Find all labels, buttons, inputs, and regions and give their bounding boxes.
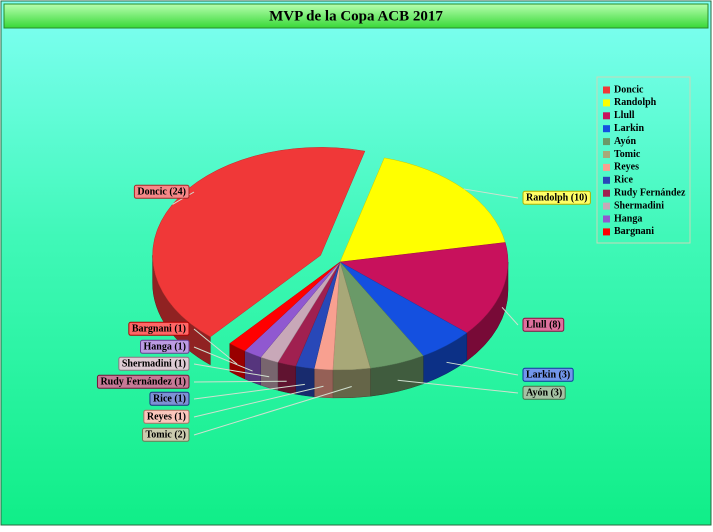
legend-label: Tomic xyxy=(614,149,641,160)
pie-slice-side xyxy=(277,362,296,395)
legend-label: Shermadini xyxy=(614,200,664,211)
data-label-box xyxy=(118,356,190,371)
pie-slice xyxy=(152,147,366,338)
pie-slice xyxy=(339,242,509,334)
legend-swatch xyxy=(603,202,610,210)
legend-label: Rice xyxy=(614,175,633,186)
leader-line xyxy=(193,386,352,436)
pie-slice-side xyxy=(260,356,279,391)
data-label-box xyxy=(522,190,591,205)
chart-title: MVP de la Copa ACB 2017 xyxy=(269,8,443,24)
legend-swatch xyxy=(603,151,610,158)
legend-swatch xyxy=(603,99,610,107)
legend-label: Larkin xyxy=(614,123,644,134)
leader-line xyxy=(193,385,324,418)
legend-swatch xyxy=(603,228,610,236)
legend-label: Rudy Fernández xyxy=(614,187,686,198)
data-label-box xyxy=(96,374,190,389)
data-label: Doncic (24) xyxy=(137,186,186,197)
data-label: Randolph (10) xyxy=(526,192,587,203)
legend-swatch xyxy=(603,112,610,120)
data-label-box xyxy=(140,339,190,354)
leader-line xyxy=(501,306,519,326)
data-label: Rice (1) xyxy=(153,393,186,404)
legend-box xyxy=(596,76,691,244)
legend-swatch xyxy=(603,125,610,133)
data-label: Rudy Fernández (1) xyxy=(100,376,186,387)
data-label-box xyxy=(133,184,190,199)
data-label-box xyxy=(522,367,574,382)
data-label-box xyxy=(149,391,190,406)
legend-swatch xyxy=(603,189,610,197)
legend-swatch xyxy=(603,163,610,171)
data-label: Ayón (3) xyxy=(526,387,562,398)
leader-line xyxy=(193,383,305,400)
leader-line xyxy=(463,188,519,199)
pie-slice xyxy=(339,157,506,263)
data-label-box xyxy=(522,317,565,332)
data-label: Larkin (3) xyxy=(526,369,570,380)
legend-label: Randolph xyxy=(614,97,657,108)
legend-label: Llull xyxy=(614,110,635,121)
leader-line xyxy=(193,363,270,378)
pie-slice xyxy=(229,261,341,352)
legend-label: Doncic xyxy=(614,84,644,95)
data-label: Reyes (1) xyxy=(147,411,186,422)
legend-label: Bargnani xyxy=(614,226,654,237)
data-label-box xyxy=(143,409,190,424)
data-label: Tomic (2) xyxy=(146,429,186,440)
leader-line xyxy=(193,328,238,365)
data-label: Hanga (1) xyxy=(144,341,187,352)
leader-line xyxy=(193,346,253,372)
title-bar xyxy=(3,3,709,29)
pie-slice-side xyxy=(332,367,371,399)
legend-swatch xyxy=(603,138,610,146)
data-label-box xyxy=(128,321,190,336)
leader-line xyxy=(193,380,287,383)
leader-line xyxy=(397,379,519,394)
data-label: Shermadini (1) xyxy=(122,358,186,369)
leader-line xyxy=(446,361,519,376)
legend-label: Ayón xyxy=(614,136,636,147)
legend-label: Hanga xyxy=(614,213,642,224)
data-label-box xyxy=(522,385,566,400)
legend-label: Reyes xyxy=(614,162,639,173)
legend-swatch xyxy=(603,86,610,94)
data-label: Llull (8) xyxy=(526,319,561,330)
legend-swatch xyxy=(603,215,610,223)
legend-swatch xyxy=(603,176,610,184)
data-label-box xyxy=(142,427,190,442)
data-label: Bargnani (1) xyxy=(132,323,186,334)
